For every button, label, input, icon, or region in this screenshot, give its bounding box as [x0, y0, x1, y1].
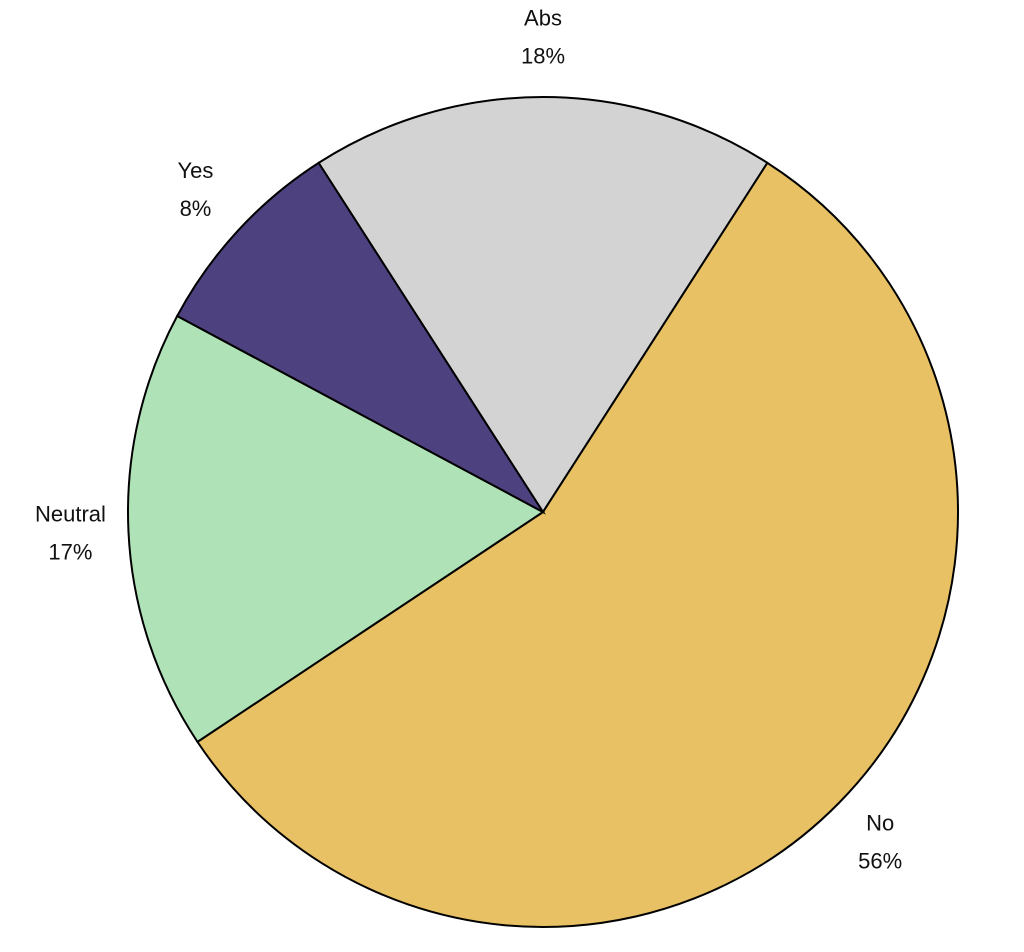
slice-label: No — [866, 811, 894, 836]
pie-slice — [317, 96, 769, 514]
pie-slice — [175, 161, 546, 515]
slice-value-label: 17% — [48, 539, 92, 564]
slice-value-label: 56% — [858, 849, 902, 874]
slice-value-label: 8% — [180, 196, 212, 221]
slice-label: Abs — [524, 6, 562, 31]
slice-value-label: 18% — [521, 44, 565, 69]
slice-label: Neutral — [35, 501, 106, 526]
pie-slice — [196, 161, 959, 928]
pie-slice — [127, 314, 545, 744]
slice-label: Yes — [178, 158, 214, 183]
